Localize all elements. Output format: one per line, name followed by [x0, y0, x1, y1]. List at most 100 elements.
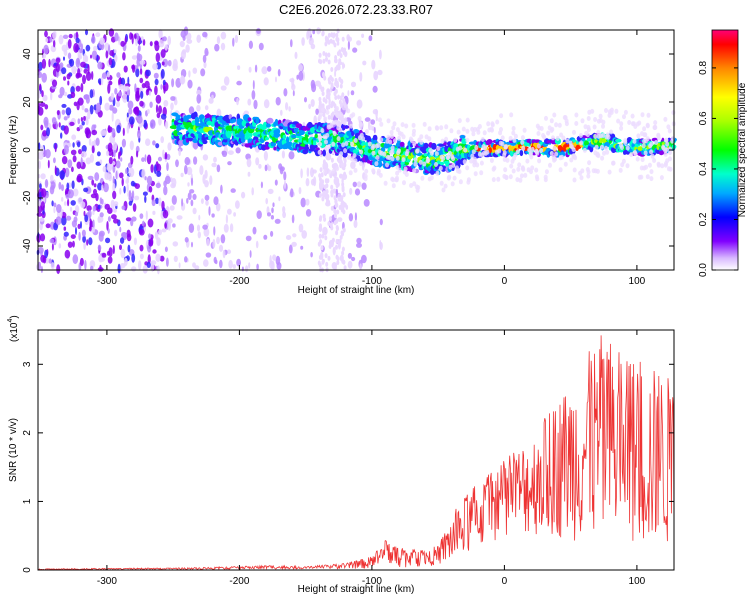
- heatmap-cell: [162, 209, 169, 219]
- heatmap-cell: [333, 209, 337, 215]
- heatmap-cell: [339, 234, 343, 240]
- heatmap-cell: [453, 137, 458, 143]
- heatmap-cell: [463, 147, 468, 153]
- heatmap-cell: [335, 36, 339, 42]
- heatmap-cell: [286, 136, 290, 143]
- heatmap-cell: [148, 186, 153, 193]
- heatmap-cell: [200, 198, 204, 205]
- heatmap-cell: [220, 234, 226, 244]
- heatmap-cell: [336, 256, 340, 262]
- heatmap-cell: [321, 179, 325, 185]
- heatmap-cell: [200, 68, 206, 77]
- figure-title: C2E6.2026.072.23.33.R07: [279, 2, 433, 17]
- x-tick-label: -300: [97, 576, 117, 587]
- heatmap-cell: [395, 155, 400, 161]
- heatmap-cell: [42, 94, 48, 102]
- heatmap-cell: [275, 96, 281, 106]
- heatmap-cell: [409, 183, 414, 188]
- heatmap-cell: [94, 172, 100, 182]
- colorbar-ticks: 0.0 0.2 0.4 0.6 0.8: [698, 61, 738, 277]
- heatmap-cell: [371, 143, 376, 149]
- heatmap-cell: [156, 237, 161, 247]
- heatmap-cell: [106, 150, 110, 157]
- heatmap-cell: [150, 164, 154, 173]
- heatmap-cell: [300, 245, 304, 250]
- heatmap-cell: [319, 223, 322, 229]
- heatmap-cell: [400, 122, 405, 128]
- heatmap-cell: [339, 173, 343, 179]
- heatmap-cell: [639, 174, 644, 180]
- heatmap-cell: [331, 163, 335, 169]
- heatmap-cell: [473, 171, 478, 177]
- heatmap-cell: [66, 182, 70, 190]
- heatmap-cell: [429, 150, 434, 156]
- heatmap-cell: [359, 149, 364, 155]
- heatmap-cell: [72, 188, 79, 197]
- y-tick-label: -20: [22, 190, 33, 205]
- heatmap-cell: [659, 175, 664, 181]
- heatmap-cell: [140, 90, 144, 99]
- x-tick-label: -100: [362, 576, 382, 587]
- heatmap-cell: [202, 54, 207, 63]
- heatmap-cell: [385, 162, 389, 168]
- heatmap-cell: [172, 241, 179, 247]
- heatmap-cell: [125, 217, 132, 222]
- heatmap-cell: [178, 139, 185, 147]
- heatmap-cell: [235, 200, 240, 209]
- heatmap-cell: [649, 169, 654, 175]
- heatmap-cell: [216, 236, 220, 245]
- heatmap-cell: [53, 222, 58, 231]
- heatmap-cell: [112, 175, 115, 186]
- heatmap-cell: [125, 168, 128, 175]
- heatmap-cell: [122, 52, 126, 61]
- heatmap-cell: [379, 239, 382, 250]
- heatmap-cell: [66, 73, 71, 80]
- heatmap-cell: [334, 202, 338, 208]
- heatmap-cell: [51, 79, 58, 87]
- heatmap-cell: [133, 237, 137, 246]
- heatmap-cell: [330, 205, 334, 211]
- heatmap-cell: [296, 74, 299, 80]
- heatmap-cell: [320, 245, 324, 251]
- heatmap-cell: [352, 47, 358, 53]
- heatmap-cell: [255, 240, 259, 249]
- heatmap-cell: [40, 124, 44, 131]
- heatmap-cell: [97, 182, 103, 191]
- heatmap-cell: [113, 201, 119, 207]
- heatmap-cell: [395, 170, 400, 176]
- heatmap-cell: [60, 132, 63, 139]
- heatmap-cell: [149, 119, 156, 129]
- heatmap-cell: [186, 166, 193, 176]
- heatmap-cell: [337, 240, 341, 246]
- heatmap-cell: [77, 223, 81, 229]
- heatmap-cell: [327, 221, 331, 227]
- heatmap-cell: [325, 197, 329, 202]
- heatmap-cell: [427, 126, 432, 132]
- heatmap-cell: [653, 124, 658, 130]
- heatmap-cell: [332, 248, 336, 254]
- heatmap-cell: [508, 135, 513, 141]
- heatmap-cell: [308, 37, 314, 46]
- heatmap-cell: [267, 188, 274, 195]
- heatmap-cell: [643, 132, 648, 138]
- heatmap-cell: [327, 59, 331, 65]
- heatmap-cell: [375, 155, 380, 160]
- heatmap-cell: [80, 117, 83, 122]
- heatmap-cell: [300, 168, 303, 179]
- heatmap-cell: [169, 205, 175, 211]
- heatmap-cell: [510, 158, 515, 164]
- heatmap-cell: [124, 36, 127, 45]
- x-tick-label: -200: [229, 576, 249, 587]
- heatmap-cell: [335, 83, 339, 89]
- heatmap-cell: [325, 189, 329, 195]
- heatmap-cell: [248, 66, 252, 73]
- heatmap-cell: [671, 110, 676, 116]
- y-tick-label: 40: [22, 48, 33, 60]
- heatmap-cell: [330, 225, 334, 231]
- heatmap-cell: [121, 205, 126, 210]
- heatmap-cell: [155, 104, 159, 113]
- heatmap-cell: [321, 30, 325, 36]
- heatmap-cell: [290, 188, 294, 198]
- heatmap-cell: [335, 183, 339, 189]
- heatmap-cell: [118, 35, 121, 46]
